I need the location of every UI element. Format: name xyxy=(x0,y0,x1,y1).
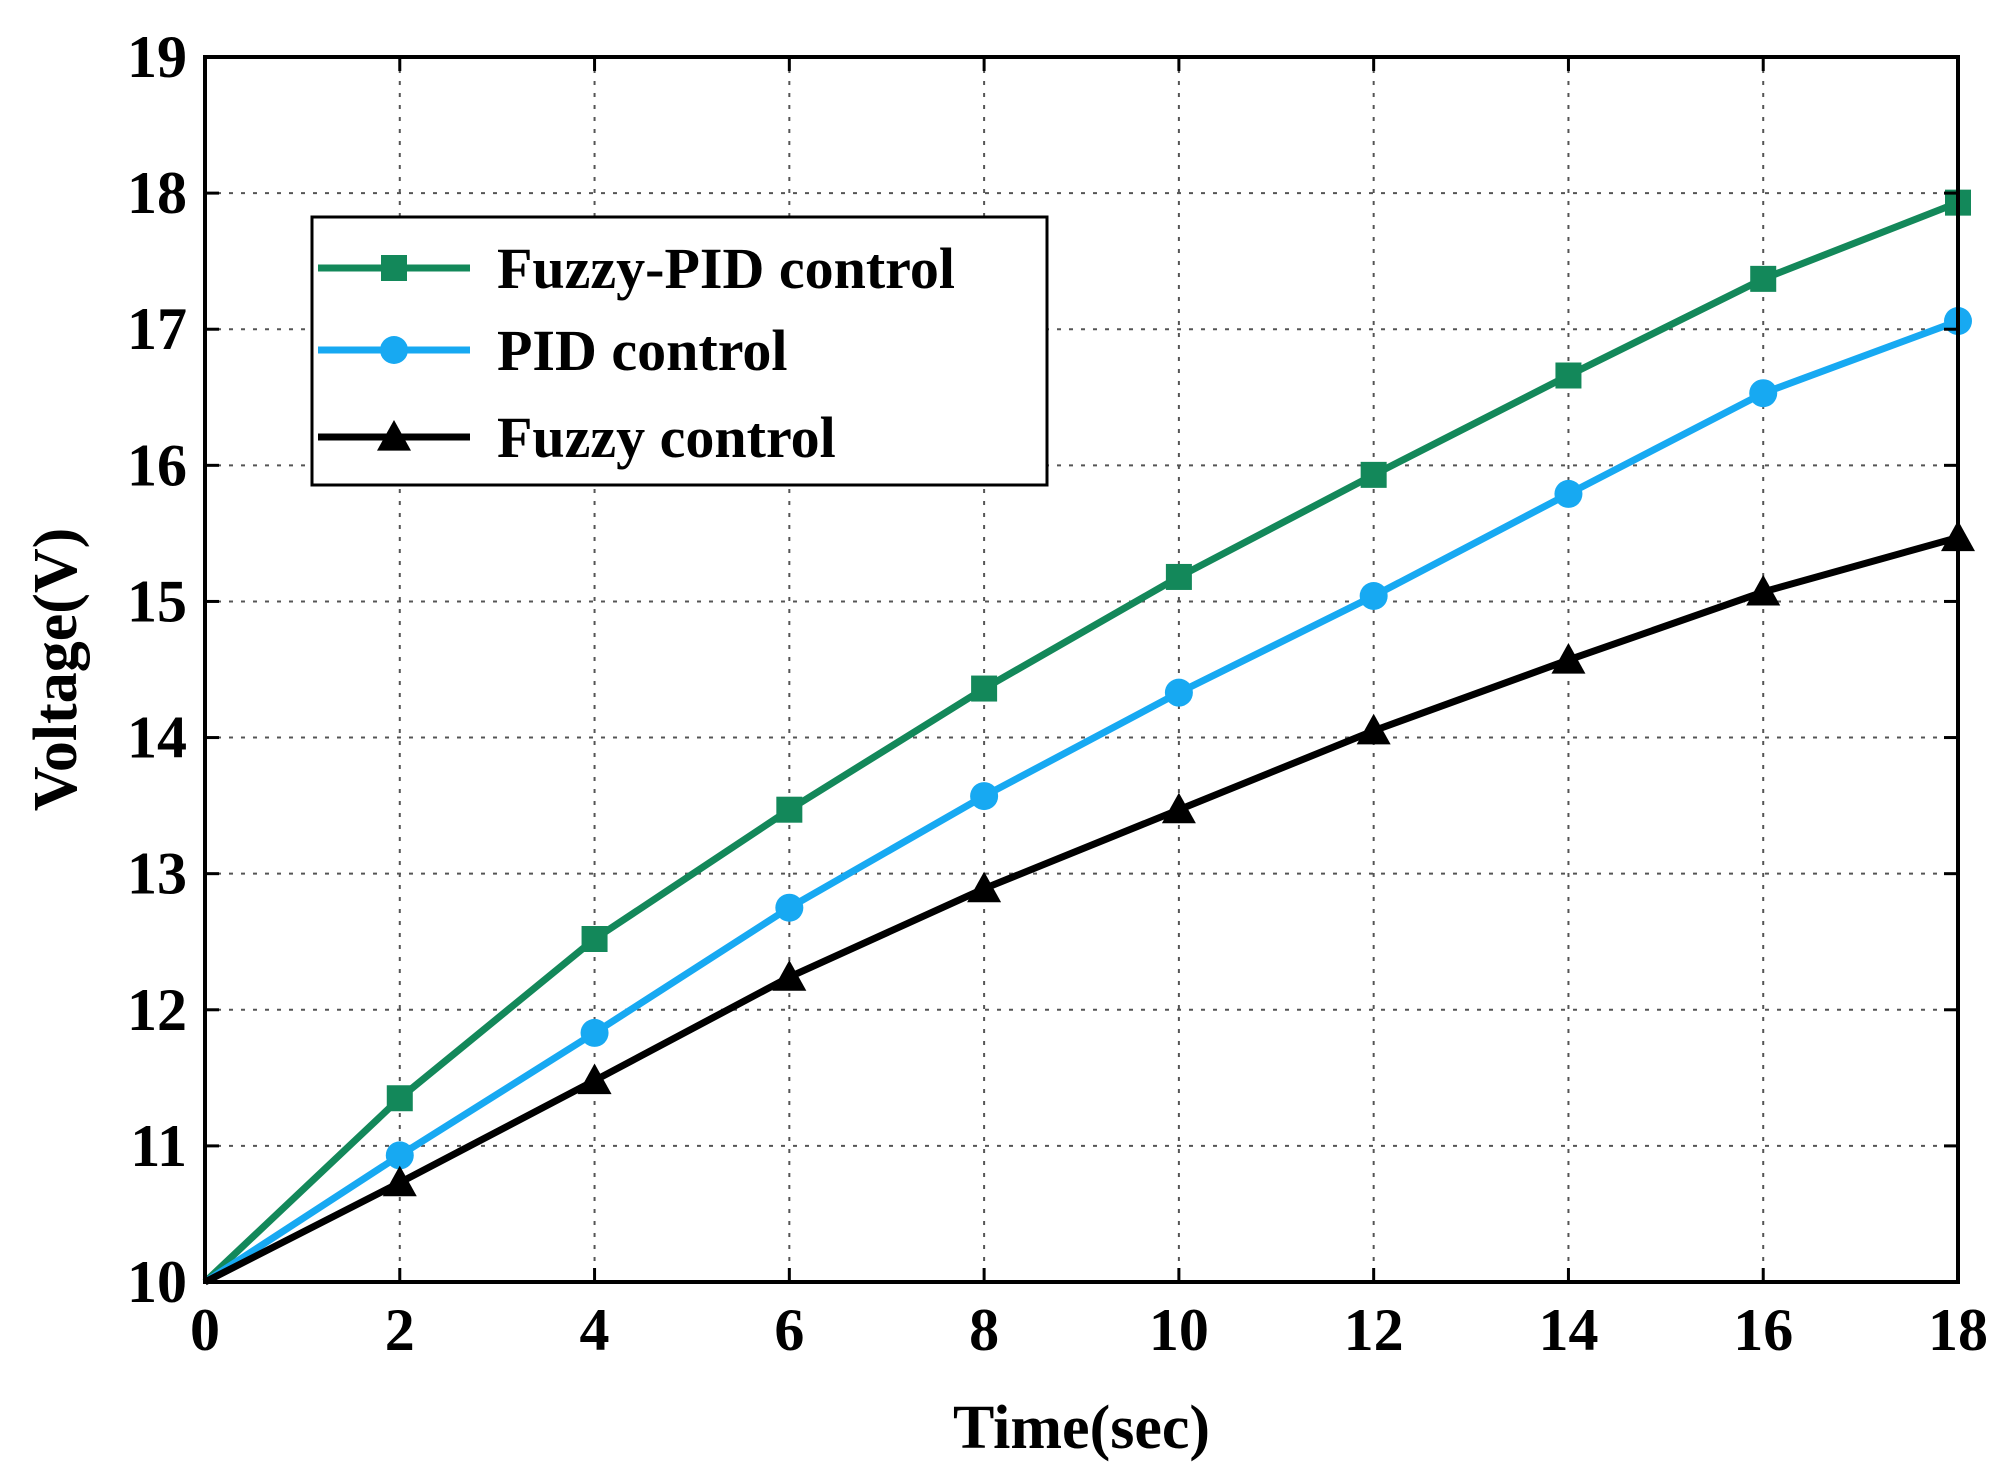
legend: Fuzzy-PID control PID control Fuzzy cont… xyxy=(310,215,1049,487)
data-point-pid-control xyxy=(775,893,804,922)
y-tick-label: 15 xyxy=(127,568,187,634)
legend-marker-fuzzy-control xyxy=(377,420,411,451)
legend-item-fuzzy-pid: Fuzzy-PID control xyxy=(318,236,955,301)
legend-label-pid: PID control xyxy=(497,318,788,383)
data-point-pid-control xyxy=(1359,582,1388,610)
legend-item-fuzzy: Fuzzy control xyxy=(318,405,836,470)
y-tick-label: 13 xyxy=(127,841,187,907)
data-point-fuzzy-control xyxy=(1551,642,1586,674)
y-tick-label: 12 xyxy=(127,977,187,1043)
data-point-fuzzy-pid-control xyxy=(581,926,608,952)
data-point-fuzzy-pid-control xyxy=(1555,362,1582,389)
data-point-fuzzy-control xyxy=(1746,574,1781,606)
x-tick-label: 10 xyxy=(1149,1297,1209,1363)
x-axis-label: Time(sec) xyxy=(953,1394,1210,1462)
y-tick-label: 19 xyxy=(127,24,187,90)
x-tick-label: 8 xyxy=(969,1297,999,1363)
y-tick-label: 17 xyxy=(127,296,187,362)
y-tick-label: 16 xyxy=(127,432,187,498)
data-point-fuzzy-pid-control xyxy=(776,796,803,823)
data-point-pid-control xyxy=(1554,479,1583,508)
y-tick-label: 11 xyxy=(130,1113,187,1179)
series-fuzzy-control xyxy=(203,520,1975,1286)
x-tick-label: 12 xyxy=(1344,1297,1404,1363)
legend-marker-pid-control xyxy=(380,336,408,364)
x-tick-label: 4 xyxy=(580,1297,610,1363)
data-point-pid-control xyxy=(1164,678,1193,707)
x-tick-label: 18 xyxy=(1928,1297,1988,1363)
data-point-fuzzy-control xyxy=(1161,792,1196,824)
data-point-fuzzy-pid-control xyxy=(386,1085,413,1112)
legend-label-fuzzy-pid: Fuzzy-PID control xyxy=(497,236,955,301)
y-tick-label: 18 xyxy=(127,160,187,226)
x-tick-label: 6 xyxy=(774,1297,804,1363)
legend-marker-fuzzy-pid-control xyxy=(381,255,407,281)
data-point-fuzzy-control xyxy=(1356,713,1391,745)
x-tick-label: 14 xyxy=(1538,1297,1598,1363)
series-line-pid-control xyxy=(203,317,1960,1285)
axis-ticks: 0 2 4 6 8 10 12 14 16 18 10 11 12 13 14 15 16 17 18 19 xyxy=(127,24,1988,1363)
data-point-fuzzy-control xyxy=(967,871,1002,903)
x-tick-label: 16 xyxy=(1733,1297,1793,1363)
data-point-fuzzy-control xyxy=(772,960,807,991)
data-point-fuzzy-pid-control xyxy=(1165,563,1192,590)
data-point-fuzzy-pid-control xyxy=(971,675,998,702)
y-axis-label: Voltage(V) xyxy=(22,528,90,812)
legend-label-fuzzy: Fuzzy control xyxy=(497,405,836,470)
data-point-fuzzy-pid-control xyxy=(1750,265,1777,292)
data-point-pid-control xyxy=(385,1141,414,1170)
plot-frame xyxy=(203,55,1960,1284)
series-line-fuzzy-control xyxy=(203,534,1959,1286)
x-tick-label: 2 xyxy=(385,1297,415,1363)
legend-item-pid: PID control xyxy=(318,318,788,383)
data-point-fuzzy-control xyxy=(577,1063,612,1095)
y-tick-label: 10 xyxy=(127,1249,187,1315)
data-point-fuzzy-pid-control xyxy=(1360,461,1387,488)
data-point-pid-control xyxy=(970,782,999,811)
data-point-pid-control xyxy=(580,1018,609,1047)
series-line-fuzzy-pid-control xyxy=(202,199,1960,1285)
data-point-pid-control xyxy=(1749,379,1778,408)
x-tick-label: 0 xyxy=(190,1297,220,1363)
data-point-fuzzy-control xyxy=(382,1165,417,1197)
y-tick-label: 14 xyxy=(127,705,187,771)
